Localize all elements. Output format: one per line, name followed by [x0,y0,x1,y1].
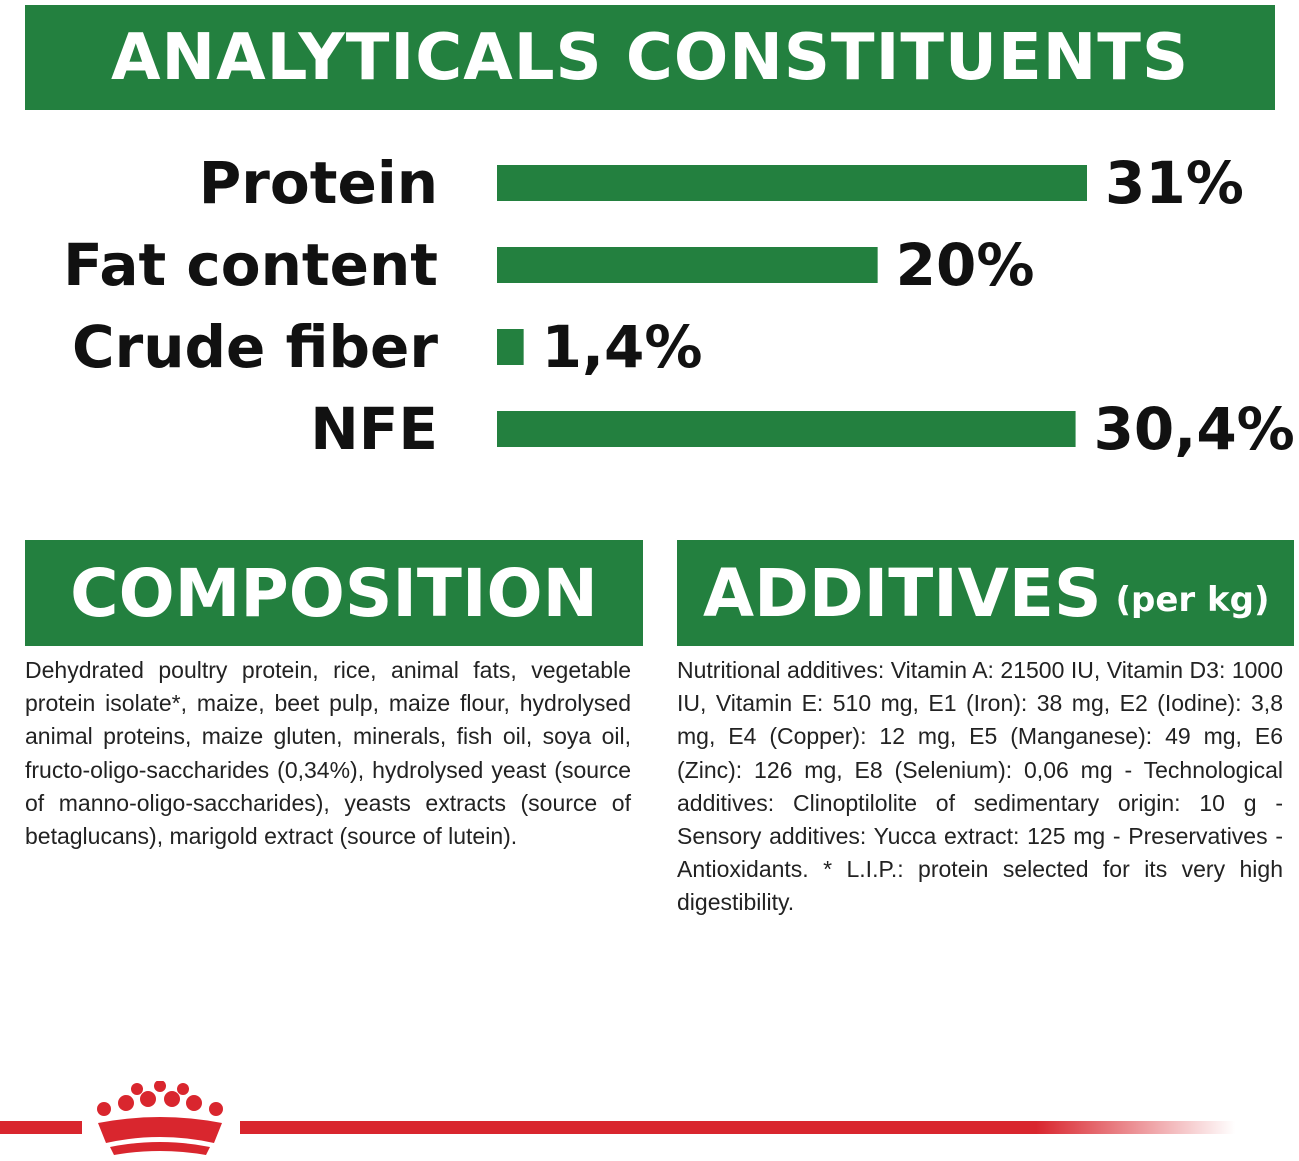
value-label: 30,4% [1094,395,1295,463]
category-label: Fat content [63,231,438,299]
crown-logo [97,1081,223,1155]
additives-text: Nutritional additives: Vitamin A: 21500 … [677,657,1283,916]
additives-title: ADDITIVES [703,554,1102,632]
chart: ANALYTICALS CONSTITUENTS Protein 31% Fat c… [25,5,1295,463]
category-label: NFE [310,395,438,463]
chart-title: ANALYTICALS CONSTITUENTS [111,21,1189,95]
red-line [240,1121,1235,1134]
composition-text: Dehydrated poultry protein, rice, animal… [25,657,631,850]
value-label: 1,4% [542,313,703,381]
bar [497,247,878,283]
category-label: Crude fiber [72,313,438,381]
additives-unit: (per kg) [1115,580,1270,620]
category-label: Protein [199,149,438,217]
bar [497,411,1076,447]
bar [497,329,524,365]
additives-header: ADDITIVES (per kg) [677,540,1294,646]
value-label: 20% [896,231,1035,299]
value-label: 31% [1105,149,1244,217]
red-line [0,1121,82,1134]
brand-footer [0,1081,1235,1155]
composition-header: COMPOSITION [25,540,643,646]
composition-title: COMPOSITION [70,554,598,632]
title-bar [25,5,1275,110]
bar [497,165,1087,201]
